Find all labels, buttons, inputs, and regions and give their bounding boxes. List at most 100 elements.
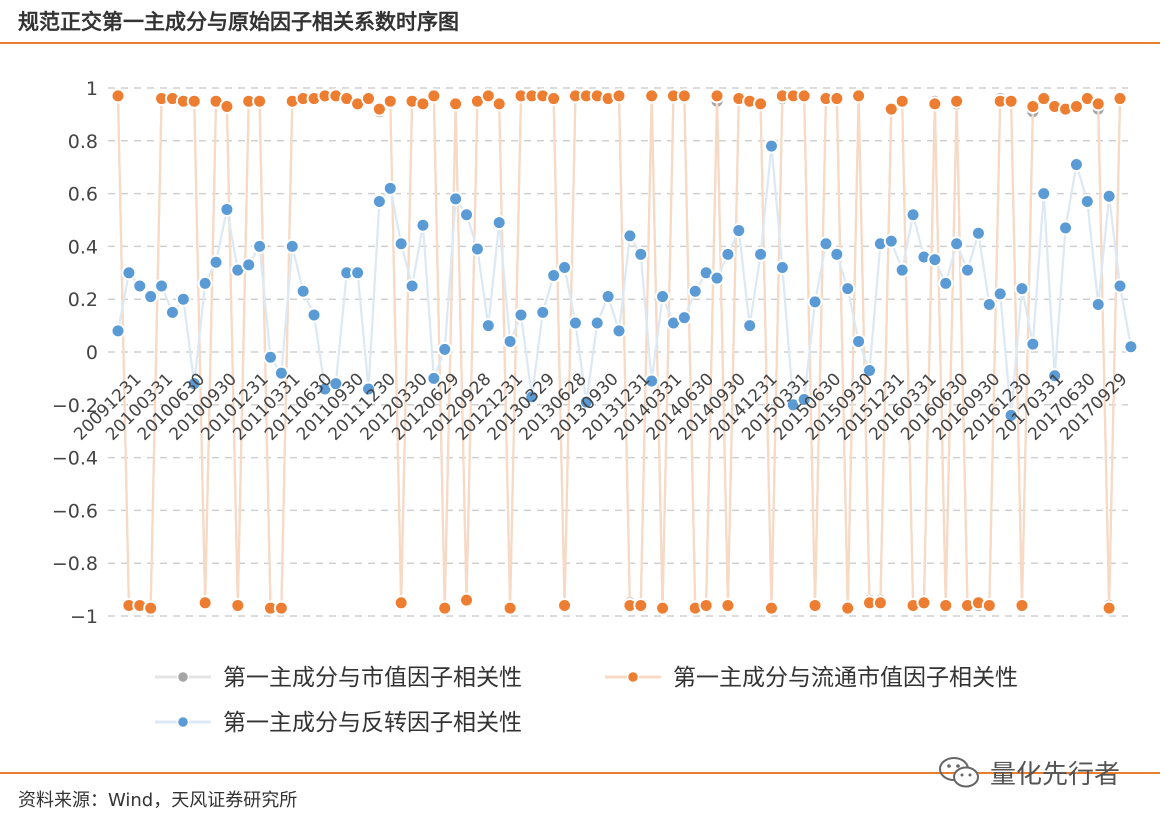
data-point — [154, 278, 170, 294]
data-point — [851, 88, 867, 104]
data-point — [361, 91, 376, 107]
data-point — [1101, 600, 1117, 616]
data-point — [230, 597, 246, 613]
data-point — [720, 597, 736, 613]
data-point — [818, 236, 834, 252]
legend-marker — [176, 670, 190, 684]
data-point — [186, 376, 202, 392]
data-point — [709, 88, 725, 104]
data-point — [829, 91, 845, 107]
data-point — [121, 265, 137, 281]
data-point — [426, 88, 442, 104]
data-point — [949, 93, 965, 109]
data-point — [622, 228, 638, 244]
data-point — [1014, 597, 1030, 613]
data-point — [1123, 339, 1139, 355]
data-point — [546, 91, 562, 107]
data-point — [731, 223, 747, 239]
data-point — [1036, 91, 1052, 107]
data-point — [491, 215, 507, 231]
legend-marker — [176, 715, 190, 729]
data-point — [698, 597, 714, 613]
data-point — [600, 289, 616, 305]
data-point — [371, 194, 387, 210]
data-point — [589, 315, 605, 331]
data-point — [502, 600, 518, 616]
series-2 — [110, 88, 1128, 616]
data-point — [938, 597, 954, 613]
correlation-line-chart: 1 0.8 0.6 0.4 0.2 0 −0.2 −0.4 −0.6 −0.8 −1 2009123… — [52, 78, 1139, 736]
y-tick-label: −0.8 — [52, 553, 98, 575]
data-point — [557, 260, 573, 276]
data-point — [546, 267, 562, 283]
bottom-divider — [0, 772, 1160, 774]
data-point — [143, 600, 159, 616]
legend-label: 第一主成分与市值因子相关性 — [223, 665, 522, 691]
legend-label: 第一主成分与反转因子相关性 — [223, 710, 522, 736]
x-axis-labels: 2009123120100331201006302010093020101231… — [70, 369, 1131, 444]
y-tick-label: 0.8 — [68, 131, 98, 153]
data-point — [284, 238, 300, 254]
data-point — [676, 310, 692, 326]
data-point — [110, 323, 126, 339]
data-point — [164, 304, 180, 320]
grid-layer — [108, 87, 1128, 617]
data-point — [862, 362, 877, 378]
data-point — [459, 592, 475, 608]
data-point — [687, 283, 703, 299]
data-point — [1079, 194, 1095, 210]
data-point — [1090, 96, 1106, 112]
data-point — [894, 262, 910, 278]
y-tick-label: −1 — [70, 606, 98, 628]
data-point — [143, 289, 159, 305]
data-point — [916, 595, 932, 611]
data-point — [829, 246, 845, 262]
data-point — [1068, 98, 1084, 114]
data-point — [1003, 407, 1019, 423]
data-point — [1025, 336, 1041, 352]
data-point — [415, 217, 431, 233]
data-point — [535, 304, 551, 320]
data-point — [197, 275, 213, 291]
data-point — [437, 600, 453, 616]
brand-watermark: 量化先行者 — [938, 754, 1120, 791]
data-point — [872, 595, 888, 611]
data-point — [763, 138, 779, 154]
data-point — [1058, 220, 1074, 236]
legend-marker — [626, 670, 640, 684]
data-point — [883, 101, 899, 117]
y-tick-label: 0 — [86, 342, 98, 364]
data-point — [1025, 98, 1041, 114]
data-point — [513, 307, 529, 323]
data-point — [644, 88, 660, 104]
data-point — [807, 294, 823, 310]
data-point — [655, 600, 671, 616]
data-point — [208, 254, 224, 270]
y-tick-label: 1 — [86, 78, 98, 100]
data-point — [676, 88, 692, 104]
y-tick-label: −0.6 — [52, 500, 98, 522]
data-point — [655, 289, 671, 305]
data-point — [807, 597, 823, 613]
data-point — [1014, 281, 1030, 297]
data-point — [633, 246, 649, 262]
series-3 — [110, 138, 1139, 423]
source-note: 资料来源：Wind，天风证券研究所 — [18, 790, 298, 811]
data-point — [970, 225, 986, 241]
data-point — [1047, 368, 1063, 384]
data-point — [197, 595, 213, 611]
data-point — [350, 265, 366, 281]
data-point — [753, 246, 769, 262]
data-point — [611, 88, 627, 104]
y-tick-label: 0.4 — [68, 236, 98, 258]
data-point — [949, 236, 965, 252]
data-point — [1101, 188, 1117, 204]
data-point — [524, 389, 540, 405]
data-point — [938, 275, 954, 291]
data-point — [611, 323, 627, 339]
data-point — [426, 370, 442, 386]
data-point — [557, 597, 573, 613]
data-point — [175, 291, 191, 307]
data-point — [393, 236, 409, 252]
y-tick-label: −0.4 — [52, 448, 98, 470]
